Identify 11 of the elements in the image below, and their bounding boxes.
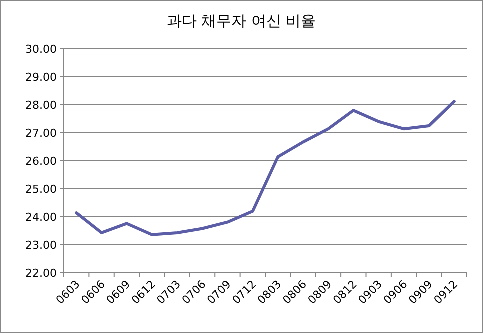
y-tick-label: 24.00 <box>26 211 57 224</box>
y-tick-label: 26.00 <box>26 155 57 168</box>
y-tick-label: 22.00 <box>26 267 57 280</box>
y-tick-label: 29.00 <box>26 71 57 84</box>
chart-title: 과다 채무자 여신 비율 <box>166 12 316 30</box>
y-tick-label: 30.00 <box>26 43 57 56</box>
line-series <box>75 100 456 236</box>
y-tick-label: 28.00 <box>26 99 57 112</box>
y-tick-label: 23.00 <box>26 239 57 252</box>
y-tick-label: 25.00 <box>26 183 57 196</box>
y-tick-label: 27.00 <box>26 127 57 140</box>
